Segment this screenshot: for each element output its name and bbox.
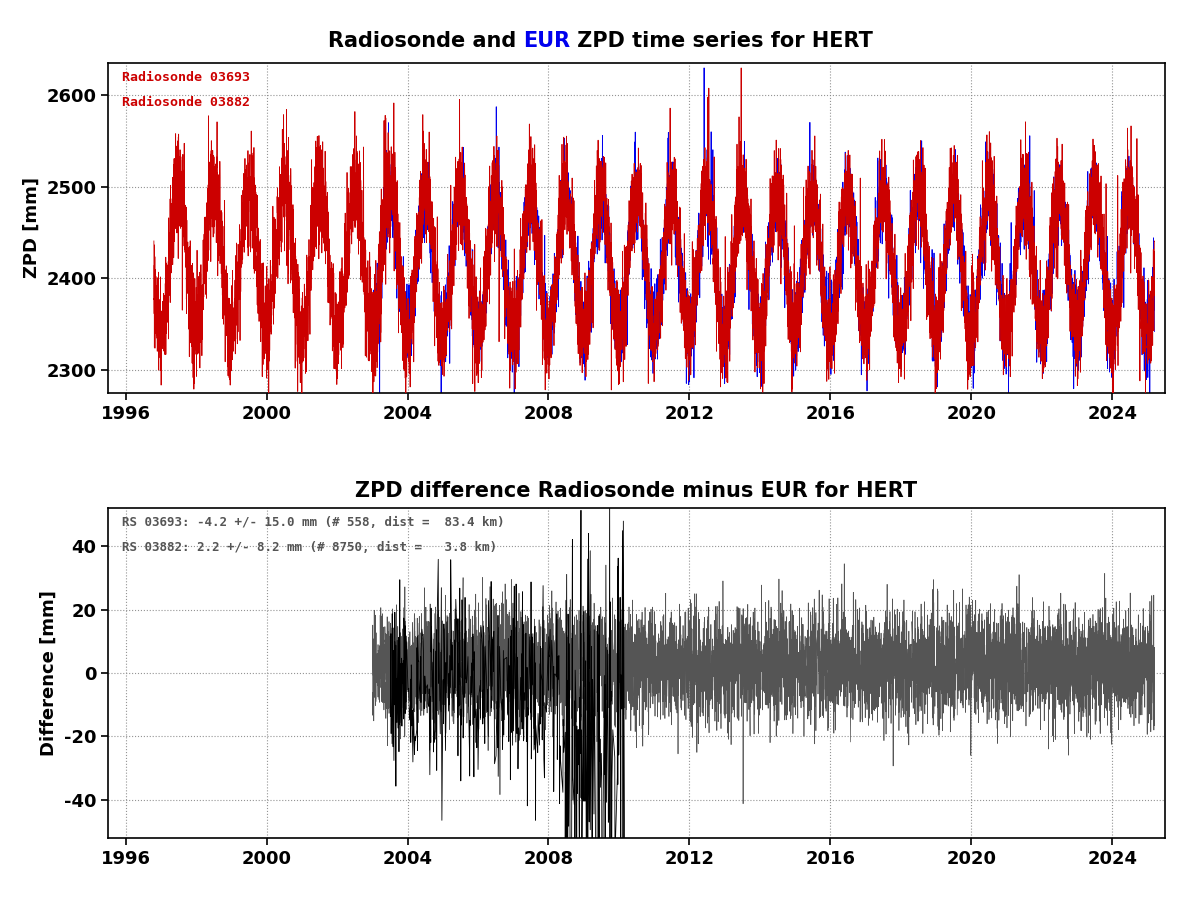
Y-axis label: Difference [mm]: Difference [mm] xyxy=(40,590,58,756)
Text: ZPD time series for HERT: ZPD time series for HERT xyxy=(570,31,873,50)
Text: Radiosonde 03882: Radiosonde 03882 xyxy=(121,96,250,109)
Text: RS 03693: -4.2 +/- 15.0 mm (# 558, dist =  83.4 km): RS 03693: -4.2 +/- 15.0 mm (# 558, dist … xyxy=(121,516,504,530)
Text: Radiosonde and: Radiosonde and xyxy=(328,31,524,50)
Text: EUR: EUR xyxy=(524,31,570,50)
Text: RS 03882: 2.2 +/- 8.2 mm (# 8750, dist =   3.8 km): RS 03882: 2.2 +/- 8.2 mm (# 8750, dist =… xyxy=(121,542,497,554)
Text: Radiosonde 03693: Radiosonde 03693 xyxy=(121,71,250,85)
Y-axis label: ZPD [mm]: ZPD [mm] xyxy=(23,177,41,278)
Title: ZPD difference Radiosonde minus EUR for HERT: ZPD difference Radiosonde minus EUR for … xyxy=(355,481,918,501)
